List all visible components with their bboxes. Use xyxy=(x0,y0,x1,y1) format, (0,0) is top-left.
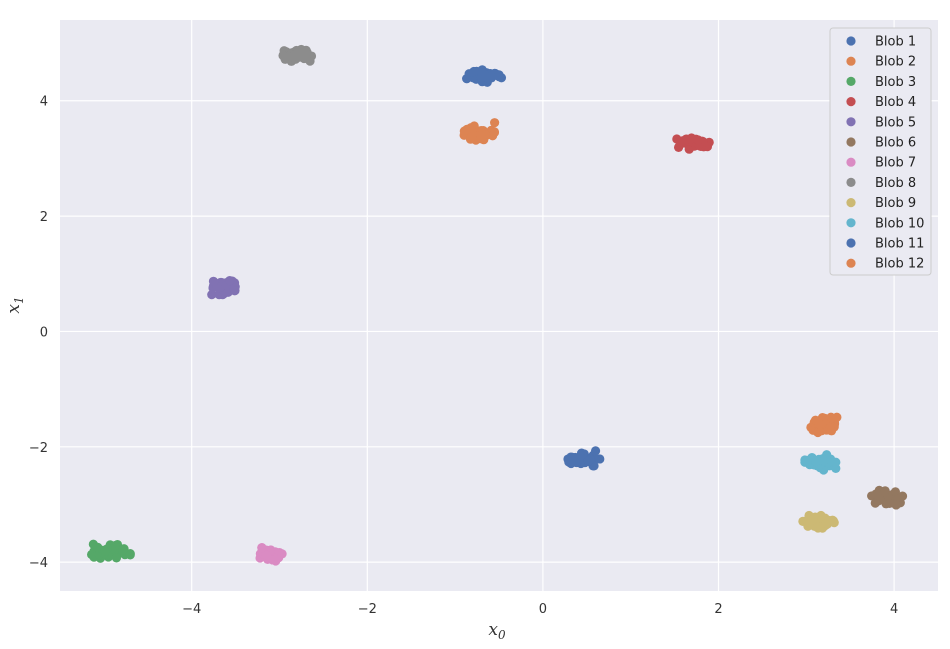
legend-label: Blob 6 xyxy=(875,136,916,151)
legend-label: Blob 5 xyxy=(875,115,916,130)
series-blob-11 xyxy=(563,446,605,471)
x-tick-label: 0 xyxy=(539,602,547,617)
y-tick-label: 4 xyxy=(40,95,48,110)
data-point xyxy=(100,546,110,556)
series-blob-4 xyxy=(672,133,714,154)
data-point xyxy=(673,142,684,152)
legend-label: Blob 7 xyxy=(875,156,916,171)
data-point xyxy=(480,70,490,80)
legend-marker xyxy=(846,56,856,66)
series-blob-1 xyxy=(462,65,507,87)
data-point xyxy=(93,542,103,552)
data-point xyxy=(118,545,128,555)
data-point xyxy=(277,549,287,559)
plot-background xyxy=(60,20,938,591)
legend-marker xyxy=(846,117,856,127)
legend-label: Blob 1 xyxy=(875,35,916,50)
data-point xyxy=(286,52,297,62)
legend-marker xyxy=(846,218,856,228)
series-blob-8 xyxy=(278,44,317,66)
data-point xyxy=(808,515,818,525)
legend-marker xyxy=(846,97,856,107)
legend-label: Blob 3 xyxy=(875,75,916,90)
legend: Blob 1 Blob 2 Blob 3 Blob 4 Blob 5 Blob 6 Blob… xyxy=(829,27,932,276)
y-tick-label: 0 xyxy=(40,325,48,340)
data-point xyxy=(111,553,122,563)
legend-marker xyxy=(846,177,856,187)
data-point xyxy=(583,456,594,466)
y-tick-label: −2 xyxy=(29,441,48,456)
legend-marker xyxy=(846,198,856,208)
series-blob-7 xyxy=(255,543,287,566)
x-axis-label: x0 xyxy=(488,620,506,642)
series-blob-2 xyxy=(459,118,500,145)
data-point xyxy=(814,419,824,429)
legend-marker xyxy=(846,238,856,248)
data-point xyxy=(884,498,895,509)
data-point xyxy=(832,412,842,422)
y-tick-label: −4 xyxy=(29,556,48,571)
data-point xyxy=(576,451,586,461)
data-point xyxy=(595,454,605,464)
legend-box xyxy=(829,27,932,276)
series-blob-12 xyxy=(806,412,842,438)
data-point xyxy=(466,132,477,142)
legend-label: Blob 2 xyxy=(875,55,916,70)
data-point xyxy=(880,486,890,497)
legend-label: Blob 10 xyxy=(875,216,924,231)
data-points xyxy=(87,44,908,566)
data-point xyxy=(462,124,472,134)
data-point xyxy=(811,456,821,467)
data-point xyxy=(490,118,500,128)
grid xyxy=(60,20,938,591)
data-point xyxy=(230,286,240,296)
y-tick-label: 2 xyxy=(40,210,48,225)
x-tick-labels: −4 −2 0 2 4 xyxy=(182,602,898,617)
x-tick-label: 2 xyxy=(714,602,722,617)
data-point xyxy=(279,52,290,62)
legend-label: Blob 8 xyxy=(875,176,916,191)
legend-marker xyxy=(846,36,856,46)
x-tick-label: −2 xyxy=(358,602,377,617)
data-point xyxy=(826,426,837,436)
data-point xyxy=(488,131,498,141)
x-tick-label: −4 xyxy=(182,602,201,617)
data-point xyxy=(831,457,841,467)
data-point xyxy=(686,134,696,144)
legend-marker xyxy=(846,76,856,86)
series-blob-5 xyxy=(207,275,240,300)
y-axis-label: x1 xyxy=(4,296,26,313)
data-point xyxy=(257,543,267,553)
legend-label: Blob 4 xyxy=(875,95,916,110)
legend-label: Blob 12 xyxy=(875,257,924,272)
legend-marker xyxy=(846,137,856,147)
data-point xyxy=(824,515,834,526)
data-point xyxy=(462,73,472,84)
series-blob-6 xyxy=(867,485,908,510)
data-point xyxy=(494,70,504,80)
series-blob-3 xyxy=(87,539,135,563)
series-blob-9 xyxy=(798,510,839,533)
x-tick-label: 4 xyxy=(890,602,898,617)
data-point xyxy=(261,550,272,560)
data-point xyxy=(125,550,135,560)
legend-label: Blob 11 xyxy=(875,237,924,252)
data-point xyxy=(300,48,310,58)
data-point xyxy=(567,452,578,462)
data-point xyxy=(693,135,703,145)
y-tick-labels: −4 −2 0 2 4 xyxy=(29,95,48,571)
data-point xyxy=(225,275,235,286)
data-point xyxy=(590,446,601,456)
legend-marker xyxy=(846,157,856,167)
series-blob-10 xyxy=(800,450,841,475)
data-point xyxy=(479,135,489,145)
legend-marker xyxy=(846,258,856,268)
legend-label: Blob 9 xyxy=(875,196,916,211)
